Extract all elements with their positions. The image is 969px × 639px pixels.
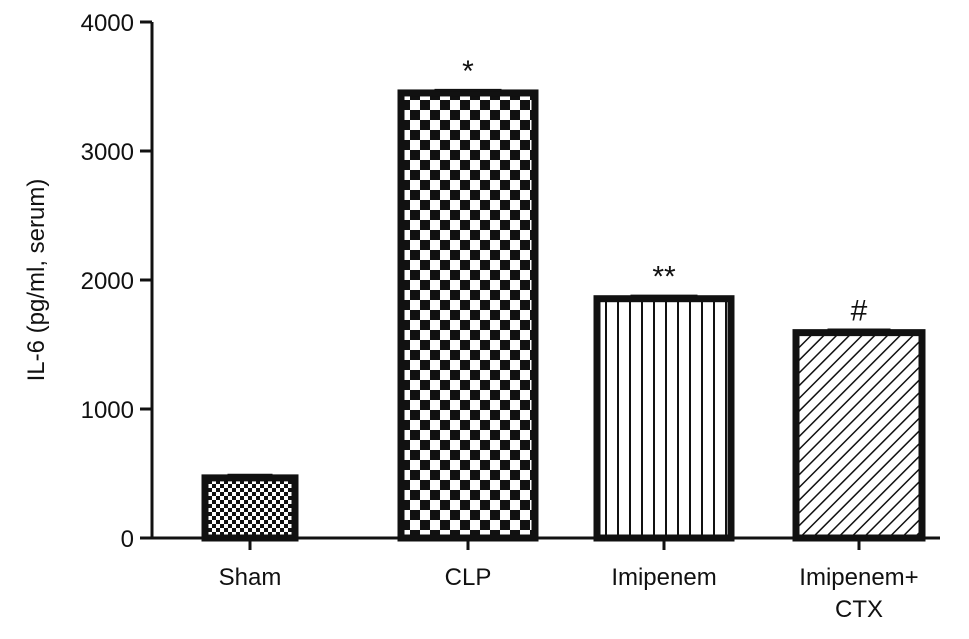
significance-marker: ** (652, 261, 676, 294)
bar-imipenem (792, 329, 926, 542)
bar-sham (201, 474, 299, 542)
x-tick-label: Imipenem+ (799, 564, 918, 591)
x-tick-label: CLP (445, 564, 492, 591)
y-tick-label: 2000 (81, 268, 134, 295)
y-tick-label: 1000 (81, 397, 134, 424)
x-tick-label: Sham (219, 564, 282, 591)
bar-clp (397, 89, 539, 542)
y-axis-label: IL-6 (pg/ml, serum) (23, 179, 50, 382)
y-tick-label: 4000 (81, 10, 134, 37)
y-tick-label: 3000 (81, 139, 134, 166)
y-tick-label: 0 (121, 526, 134, 553)
significance-marker: * (462, 55, 474, 88)
bar-imipenem (593, 295, 735, 542)
x-tick-label: Imipenem (611, 564, 716, 591)
x-tick-label-line2: CTX (835, 596, 883, 623)
significance-marker: # (851, 295, 868, 328)
